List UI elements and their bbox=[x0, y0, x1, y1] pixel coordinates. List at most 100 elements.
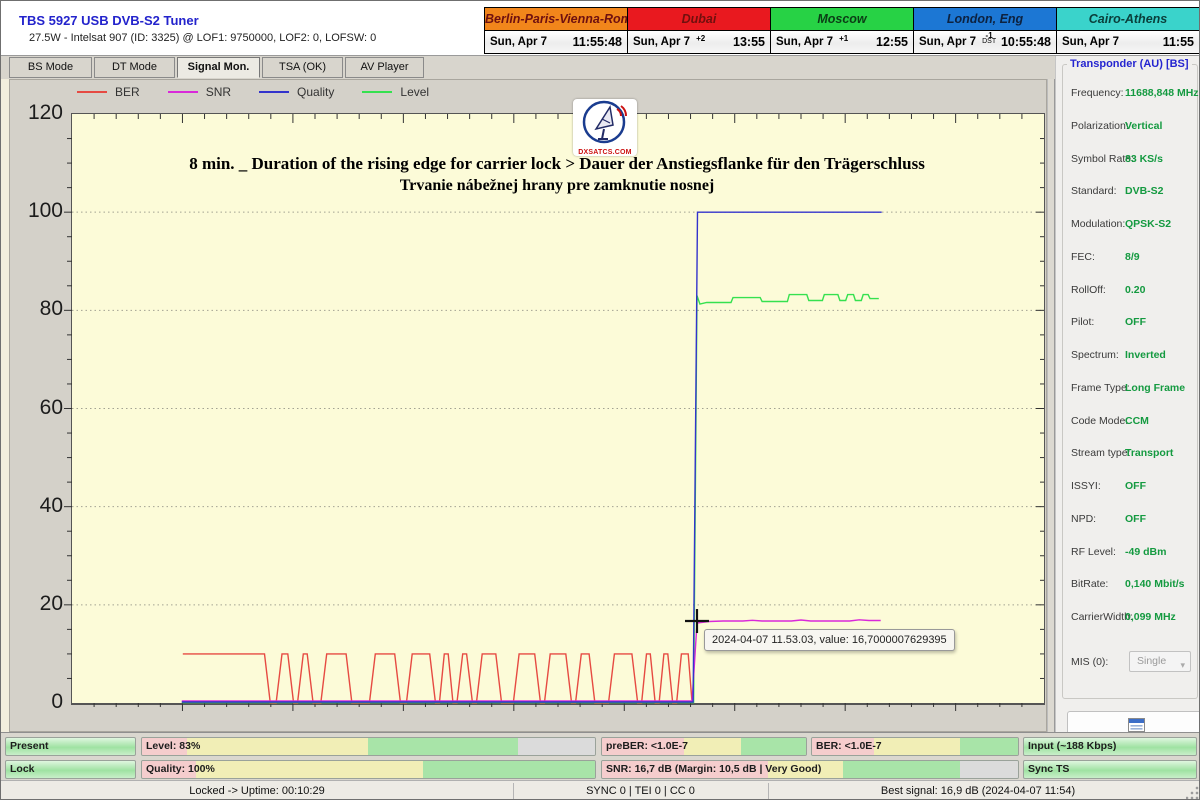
statusbar-best-signal: Best signal: 16,9 dB (2024-04-07 11:54) bbox=[880, 785, 1076, 797]
clock-time-row: Sun, Apr 7 -1 DST 10:55:48 bbox=[914, 30, 1056, 53]
sidebar-row-pilot: Pilot: OFF bbox=[1063, 316, 1197, 330]
app-title: TBS 5927 USB DVB-S2 Tuner bbox=[19, 13, 199, 28]
y-axis-label-40: 40 bbox=[39, 493, 63, 517]
series-level bbox=[181, 293, 879, 704]
offset-value: -1 bbox=[985, 30, 993, 40]
sidebar-row-modulation: Modulation: QPSK-S2 bbox=[1063, 218, 1197, 232]
sidebar-row-label: Frequency: bbox=[1071, 87, 1124, 99]
sidebar-row-label: RollOff: bbox=[1071, 283, 1106, 296]
resize-grip-icon[interactable] bbox=[1186, 786, 1199, 799]
clock-utc-offset: +2 bbox=[696, 34, 705, 42]
statusbar: Locked -> Uptime: 00:10:29 SYNC 0 | TEI … bbox=[1, 780, 1199, 799]
tab-tsa-ok[interactable]: TSA (OK) bbox=[262, 57, 343, 78]
clock-column-moscow: Moscow Sun, Apr 7 +1 12:55 bbox=[771, 8, 914, 53]
bar-present: Present bbox=[5, 737, 136, 756]
sidebar-row-value: OFF bbox=[1125, 316, 1146, 329]
y-axis-label-0: 0 bbox=[51, 690, 63, 713]
offset-value: +1 bbox=[839, 33, 849, 43]
series-snr bbox=[181, 619, 881, 702]
world-clocks: Berlin-Paris-Vienna-Roma Sun, Apr 7 11:55:… bbox=[484, 7, 1199, 54]
groupbox-title: Transponder (AU) [BS] bbox=[1067, 58, 1192, 70]
tab-bs-mode[interactable]: BS Mode bbox=[9, 57, 92, 78]
sidebar-row-label: Standard: bbox=[1071, 185, 1117, 198]
mis-label: MIS (0): bbox=[1071, 656, 1109, 668]
sidebar-row-value: OFF bbox=[1125, 512, 1146, 525]
bar-label: Level: 83% bbox=[146, 740, 201, 752]
sidebar-row-standard: Standard: DVB-S2 bbox=[1063, 185, 1197, 199]
bar-label: preBER: <1.0E-7 bbox=[606, 740, 688, 752]
bar-label: SNR: 16,7 dB (Margin: 10,5 dB | Very Goo… bbox=[606, 763, 822, 775]
sidebar-row-frequency: Frequency: 11688,848 MHz bbox=[1063, 87, 1199, 101]
clock-time-row: Sun, Apr 7 +2 13:55 bbox=[628, 30, 770, 53]
sidebar-row-label: ISSYI: bbox=[1071, 480, 1101, 492]
tab-dt-mode[interactable]: DT Mode bbox=[94, 57, 175, 78]
dxsatcs-logo: DXSATCS.COM bbox=[573, 99, 637, 156]
legend-swatch bbox=[259, 91, 290, 93]
sidebar-row-label: Spectrum: bbox=[1071, 349, 1119, 361]
bar-preber-1-0e-7: preBER: <1.0E-7 bbox=[601, 737, 807, 756]
legend-item-quality: Quality bbox=[259, 85, 334, 99]
bar-label: Lock bbox=[10, 763, 35, 775]
transponder-subtitle: 27.5W - Intelsat 907 (ID: 3325) @ LOF1: … bbox=[29, 32, 377, 44]
sidebar-row-value: OFF bbox=[1125, 480, 1146, 492]
statusbar-sync-counters: SYNC 0 | TEI 0 | CC 0 bbox=[586, 785, 695, 797]
chart-plot[interactable] bbox=[64, 113, 1045, 711]
mis-row: MIS (0): Single ▾ bbox=[1071, 651, 1191, 673]
chart-canvas bbox=[64, 114, 1044, 711]
bar-label: Input (~188 Kbps) bbox=[1028, 740, 1117, 752]
sidebar-row-label: Stream type: bbox=[1071, 447, 1131, 460]
clock-column-dubai: Dubai Sun, Apr 7 +2 13:55 bbox=[628, 8, 771, 53]
splitter[interactable] bbox=[1047, 79, 1055, 732]
bar-segment-pink bbox=[602, 761, 769, 778]
tab-av-player[interactable]: AV Player bbox=[345, 57, 424, 78]
sidebar-row-fec: FEC: 8/9 bbox=[1063, 251, 1197, 265]
logo-text: DXSATCS.COM bbox=[578, 149, 632, 156]
sidebar-row-value: 0.20 bbox=[1125, 283, 1146, 296]
bar-segment-green bbox=[368, 738, 518, 755]
sidebar-row-value: Inverted bbox=[1125, 349, 1166, 361]
y-axis-label-60: 60 bbox=[39, 395, 63, 419]
clock-date: Sun, Apr 7 bbox=[776, 35, 834, 48]
clock-date: Sun, Apr 7 bbox=[919, 35, 977, 48]
sidebar-row-npd: NPD: OFF bbox=[1063, 513, 1197, 527]
clock-column-cairo-athens: Cairo-Athens Sun, Apr 7 11:55 bbox=[1057, 8, 1199, 53]
tab-signal-mon[interactable]: Signal Mon. bbox=[177, 57, 260, 78]
bar-segment-pink bbox=[812, 738, 874, 755]
bar-segment-green bbox=[422, 761, 595, 778]
legend-label: Quality bbox=[297, 85, 335, 99]
statusbar-separator bbox=[768, 783, 769, 799]
sidebar-row-spectrum: Spectrum: Inverted bbox=[1063, 349, 1197, 363]
bar-sync-ts: Sync TS bbox=[1023, 760, 1197, 779]
bar-segment-yellow bbox=[196, 761, 423, 778]
satellite-dish-icon bbox=[582, 100, 628, 144]
sidebar-row-bitrate: BitRate: 0,140 Mbit/s bbox=[1063, 578, 1197, 592]
clock-time: 12:55 bbox=[876, 34, 908, 49]
y-axis-label-120: 120 bbox=[27, 101, 63, 124]
bar-segment-gray bbox=[959, 761, 1018, 778]
sidebar-row-label: Symbol Rate: bbox=[1071, 152, 1135, 165]
bar-label: BER: <1.0E-7 bbox=[816, 740, 882, 752]
sidebar-row-code-mode: Code Mode: CCM bbox=[1063, 415, 1197, 429]
bar-segment-green bbox=[960, 738, 1018, 755]
sidebar-row-value: DVB-S2 bbox=[1125, 185, 1164, 198]
bar-input-188-kbps: Input (~188 Kbps) bbox=[1023, 737, 1197, 756]
sidebar-row-label: BitRate: bbox=[1071, 578, 1109, 591]
sidebar-row-label: Frame Type: bbox=[1071, 381, 1130, 394]
bar-segment-pink bbox=[142, 738, 188, 755]
titlebar: TBS 5927 USB DVB-S2 Tuner 27.5W - Intels… bbox=[1, 1, 1199, 56]
sidebar-row-value: Transport bbox=[1125, 447, 1174, 460]
bar-segment-yellow bbox=[873, 738, 961, 755]
clock-city-label: London, Eng bbox=[914, 8, 1056, 31]
statusbar-separator bbox=[513, 783, 514, 799]
series-quality bbox=[181, 211, 882, 703]
statusbar-lock-uptime: Locked -> Uptime: 00:10:29 bbox=[189, 785, 325, 797]
sidebar-row-label: FEC: bbox=[1071, 250, 1095, 263]
clock-utc-offset: -1 DST bbox=[982, 30, 996, 45]
chevron-down-icon: ▾ bbox=[1180, 660, 1185, 670]
mis-select[interactable]: Single ▾ bbox=[1129, 651, 1191, 672]
sidebar-row-value: 0,140 Mbit/s bbox=[1125, 578, 1185, 591]
clock-city-label: Berlin-Paris-Vienna-Roma bbox=[485, 8, 627, 31]
bar-label: Quality: 100% bbox=[146, 763, 215, 775]
clock-time: 11:55:48 bbox=[572, 34, 622, 49]
